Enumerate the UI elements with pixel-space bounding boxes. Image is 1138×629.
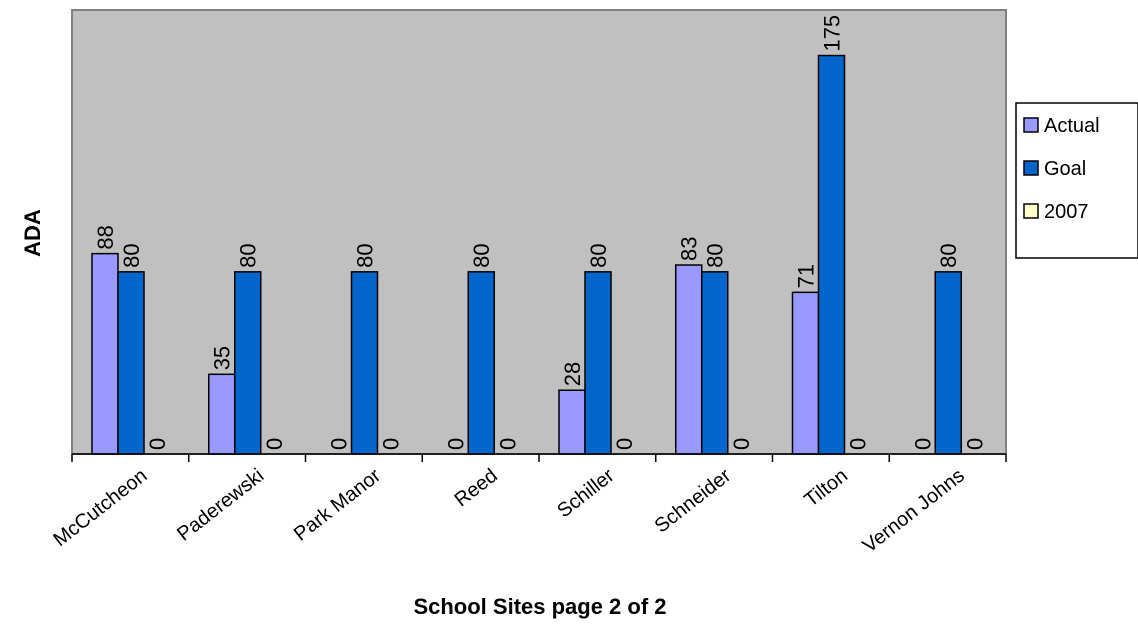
data-label-2007: 0 (846, 438, 871, 450)
data-label-2007: 0 (962, 438, 987, 450)
bar-actual-tilton (791, 291, 820, 455)
data-label-2007: 0 (379, 438, 404, 450)
bar-actual-paderewski (208, 373, 236, 455)
data-label-2007: 0 (612, 438, 637, 450)
y-axis-title: ADA (20, 209, 45, 257)
bar-goal-mccutcheon (117, 271, 145, 455)
data-label-2007: 0 (495, 438, 520, 450)
bar-goal-reed (467, 271, 495, 455)
data-label-actual: 0 (327, 438, 352, 450)
data-label-actual: 88 (93, 225, 118, 249)
legend-items: Actual Goal 2007 (1023, 115, 1100, 223)
x-axis-ticks (71, 454, 1007, 462)
legend-swatch-goal (1023, 160, 1039, 176)
legend-label-goal: Goal (1044, 158, 1086, 180)
legend-swatch-2007 (1023, 203, 1039, 219)
bar-goal-tilton (817, 54, 846, 455)
data-label-actual: 28 (560, 362, 585, 386)
data-label-actual: 0 (443, 438, 468, 450)
data-label-goal: 80 (469, 243, 494, 267)
bar-goal-park-manor (350, 271, 379, 455)
bars-layer (91, 54, 962, 455)
x-tick-label: Schneider (651, 464, 736, 537)
data-label-actual: 35 (210, 346, 235, 370)
data-label-goal: 175 (820, 15, 845, 52)
bar-goal-schiller (584, 271, 612, 455)
bar-goal-vernon-johns (934, 271, 962, 455)
data-label-2007: 0 (145, 438, 170, 450)
legend-swatch-actual (1023, 117, 1039, 133)
data-label-goal: 80 (936, 243, 961, 267)
legend-label-actual: Actual (1044, 115, 1100, 137)
x-tick-label: Paderewski (173, 465, 268, 546)
x-tick-label: McCutcheon (49, 465, 151, 551)
x-tick-label: Schiller (553, 464, 618, 522)
bar-actual-schiller (558, 389, 586, 455)
data-label-actual: 0 (910, 438, 935, 450)
data-label-goal: 80 (703, 243, 728, 267)
data-label-actual: 71 (794, 264, 819, 288)
x-tick-label: Reed (450, 465, 501, 512)
data-label-2007: 0 (729, 438, 754, 450)
x-tick-label: Park Manor (290, 464, 385, 545)
legend: Actual Goal 2007 (1015, 102, 1138, 259)
bar-actual-mccutcheon (91, 252, 119, 455)
data-label-goal: 80 (353, 243, 378, 267)
bar-goal-schneider (701, 271, 729, 455)
bar-goal-paderewski (234, 271, 262, 455)
data-label-goal: 80 (119, 243, 144, 267)
data-label-2007: 0 (262, 438, 287, 450)
x-axis-tick-labels: McCutcheon Paderewski Park Manor Reed Schill… (49, 464, 968, 557)
data-label-goal: 80 (586, 243, 611, 267)
bar-actual-schneider (675, 264, 703, 455)
x-tick-label: Vernon Johns (859, 465, 969, 558)
x-tick-label: Tilton (800, 465, 852, 512)
x-axis-title: School Sites page 2 of 2 (413, 594, 666, 619)
data-label-goal: 80 (236, 243, 261, 267)
legend-label-2007: 2007 (1044, 201, 1089, 223)
data-label-actual: 83 (677, 237, 702, 261)
